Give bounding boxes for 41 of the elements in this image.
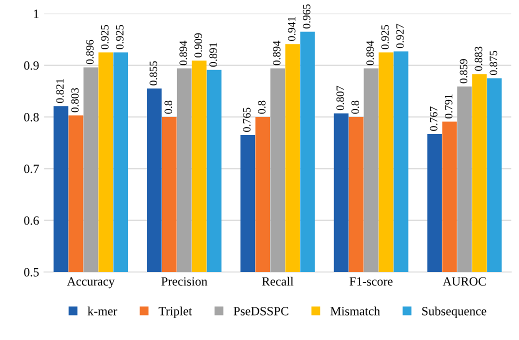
text: 0.925 <box>381 25 389 50</box>
text: 0.941 <box>288 16 296 41</box>
text: 0.927 <box>396 24 404 48</box>
x-tick-label: Precision <box>161 277 208 286</box>
text: 0.894 <box>366 40 374 66</box>
text: 0.965 <box>302 4 310 28</box>
text: 0.925 <box>101 25 109 50</box>
y-tick-label: 0.5 <box>24 268 39 277</box>
legend-label: k-mer <box>88 306 118 316</box>
text: 0.8 <box>351 100 359 114</box>
text: 0.875 <box>490 50 498 75</box>
text: 0.896 <box>86 40 94 64</box>
x-tick-label: Accuracy <box>67 277 115 288</box>
x-tick-label: AUROC <box>442 277 486 286</box>
text: 0.803 <box>71 88 79 112</box>
x-tick-label: F1-score <box>350 277 393 286</box>
y-tick-label: 1 <box>34 10 39 18</box>
text: 0.894 <box>272 40 280 66</box>
text: 0.8 <box>258 100 266 114</box>
text: 0.855 <box>150 61 158 86</box>
text: 0.891 <box>209 42 217 67</box>
text: 0.859 <box>460 59 468 84</box>
text: 0.8 <box>164 100 172 114</box>
y-tick-label: 0.7 <box>24 164 39 174</box>
text: 0.791 <box>444 94 452 118</box>
text: 0.894 <box>180 40 188 66</box>
legend-label: Mismatch <box>330 306 380 316</box>
x-tick-label: Recall <box>262 276 294 286</box>
text: 0.883 <box>474 46 482 71</box>
y-tick-label: 0.6 <box>24 216 39 225</box>
text: 0.925 <box>116 25 124 50</box>
legend-label: PseDSSPC <box>234 306 288 316</box>
text: 0.807 <box>336 86 344 110</box>
legend-label: Subsequence <box>422 306 486 318</box>
y-tick-label: 0.8 <box>24 112 39 122</box>
legend-label: Triplet <box>158 306 192 318</box>
text: 0.821 <box>56 78 64 103</box>
text: 0.767 <box>430 106 438 131</box>
y-tick-label: 0.9 <box>24 61 39 70</box>
text: 0.765 <box>243 108 251 132</box>
text: 0.909 <box>194 33 202 58</box>
